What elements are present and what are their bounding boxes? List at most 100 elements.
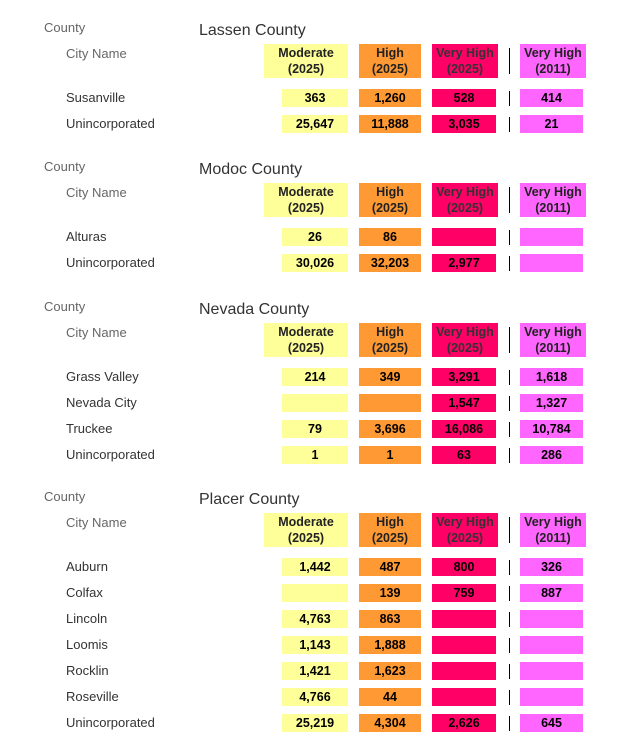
cell-moderate-2025: 79	[282, 420, 348, 438]
cell-very-high-2025	[432, 228, 496, 246]
cell-very-high-2011: 1,618	[520, 368, 583, 386]
cell-moderate-2025	[282, 584, 348, 602]
cell-high-2025: 4,304	[359, 714, 421, 732]
cell-very-high-2025: 759	[432, 584, 496, 602]
column-separator	[509, 448, 510, 463]
column-separator	[509, 117, 510, 132]
cell-very-high-2025: 1,547	[432, 394, 496, 412]
cell-very-high-2011	[520, 636, 583, 654]
cell-moderate-2025	[282, 394, 348, 412]
city-name: Susanville	[66, 90, 126, 105]
column-separator	[509, 517, 510, 543]
cell-very-high-2011: 21	[520, 115, 583, 133]
header-very-high-2025: Very High (2025)	[432, 323, 498, 357]
county-title: Lassen County	[199, 22, 306, 39]
cell-very-high-2025: 3,291	[432, 368, 496, 386]
cell-high-2025: 1	[359, 446, 421, 464]
header-very-high-2025-line1: Very High	[436, 515, 494, 529]
column-separator	[509, 230, 510, 245]
city-name: Roseville	[66, 689, 119, 704]
cell-very-high-2011: 286	[520, 446, 583, 464]
cell-high-2025: 139	[359, 584, 421, 602]
header-very-high-2011-line1: Very High	[524, 185, 582, 199]
column-separator	[509, 422, 510, 437]
cell-moderate-2025: 1,421	[282, 662, 348, 680]
header-very-high-2025-line1: Very High	[436, 185, 494, 199]
header-very-high-2025-line2: (2025)	[446, 531, 484, 545]
cell-high-2025: 1,888	[359, 636, 421, 654]
header-very-high-2011: Very High (2011)	[520, 323, 586, 357]
header-high-2025-line1: High	[376, 46, 404, 60]
city-name: Unincorporated	[66, 447, 155, 462]
cell-high-2025: 44	[359, 688, 421, 706]
column-separator	[509, 396, 510, 411]
cell-moderate-2025: 4,766	[282, 688, 348, 706]
city-name: Rocklin	[66, 663, 109, 678]
cell-very-high-2025: 63	[432, 446, 496, 464]
header-very-high-2011-line1: Very High	[524, 46, 582, 60]
column-separator	[509, 690, 510, 705]
county-title: Placer County	[199, 491, 300, 508]
header-very-high-2011: Very High (2011)	[520, 44, 586, 78]
header-moderate-2025: Moderate (2025)	[264, 513, 348, 547]
city-name-label: City Name	[66, 46, 127, 61]
cell-moderate-2025: 1	[282, 446, 348, 464]
county-label: County	[44, 489, 86, 504]
cell-very-high-2025: 800	[432, 558, 496, 576]
cell-very-high-2025: 528	[432, 89, 496, 107]
county-label: County	[44, 20, 86, 35]
header-high-2025-line1: High	[376, 325, 404, 339]
cell-high-2025: 349	[359, 368, 421, 386]
cell-moderate-2025: 4,763	[282, 610, 348, 628]
city-name: Auburn	[66, 559, 108, 574]
city-name: Alturas	[66, 229, 107, 244]
column-separator	[509, 638, 510, 653]
header-moderate-2025: Moderate (2025)	[264, 323, 348, 357]
header-moderate-2025: Moderate (2025)	[264, 44, 348, 78]
column-separator	[509, 560, 510, 575]
header-high-2025-line1: High	[376, 515, 404, 529]
county-label: County	[44, 159, 86, 174]
cell-very-high-2011	[520, 254, 583, 272]
cell-high-2025: 487	[359, 558, 421, 576]
header-very-high-2025: Very High (2025)	[432, 183, 498, 217]
cell-high-2025: 32,203	[359, 254, 421, 272]
cell-very-high-2011: 414	[520, 89, 583, 107]
header-very-high-2025-line1: Very High	[436, 325, 494, 339]
header-moderate-2025-line1: Moderate	[278, 325, 334, 339]
cell-moderate-2025: 214	[282, 368, 348, 386]
cell-very-high-2025	[432, 636, 496, 654]
cell-moderate-2025: 26	[282, 228, 348, 246]
header-very-high-2025: Very High (2025)	[432, 44, 498, 78]
cell-very-high-2011	[520, 610, 583, 628]
city-name-label: City Name	[66, 515, 127, 530]
cell-high-2025: 1,260	[359, 89, 421, 107]
header-very-high-2025-line2: (2025)	[446, 341, 484, 355]
header-moderate-2025-line2: (2025)	[287, 62, 325, 76]
column-separator	[509, 48, 510, 74]
city-name-label: City Name	[66, 325, 127, 340]
cell-very-high-2011: 1,327	[520, 394, 583, 412]
cell-very-high-2025	[432, 610, 496, 628]
cell-very-high-2011	[520, 662, 583, 680]
cell-moderate-2025: 30,026	[282, 254, 348, 272]
county-title: Nevada County	[199, 301, 310, 318]
header-moderate-2025: Moderate (2025)	[264, 183, 348, 217]
city-name: Nevada City	[66, 395, 137, 410]
cell-high-2025	[359, 394, 421, 412]
header-moderate-2025-line2: (2025)	[287, 531, 325, 545]
cell-very-high-2025: 16,086	[432, 420, 496, 438]
cell-moderate-2025: 25,219	[282, 714, 348, 732]
city-name: Unincorporated	[66, 116, 155, 131]
header-very-high-2011-line2: (2011)	[535, 62, 571, 76]
cell-very-high-2011	[520, 688, 583, 706]
city-name: Unincorporated	[66, 715, 155, 730]
column-separator	[509, 327, 510, 353]
cell-moderate-2025: 363	[282, 89, 348, 107]
city-name: Truckee	[66, 421, 113, 436]
column-separator	[509, 664, 510, 679]
header-very-high-2011-line2: (2011)	[535, 531, 571, 545]
city-name: Grass Valley	[66, 369, 139, 384]
header-very-high-2025-line2: (2025)	[446, 201, 484, 215]
cell-high-2025: 3,696	[359, 420, 421, 438]
